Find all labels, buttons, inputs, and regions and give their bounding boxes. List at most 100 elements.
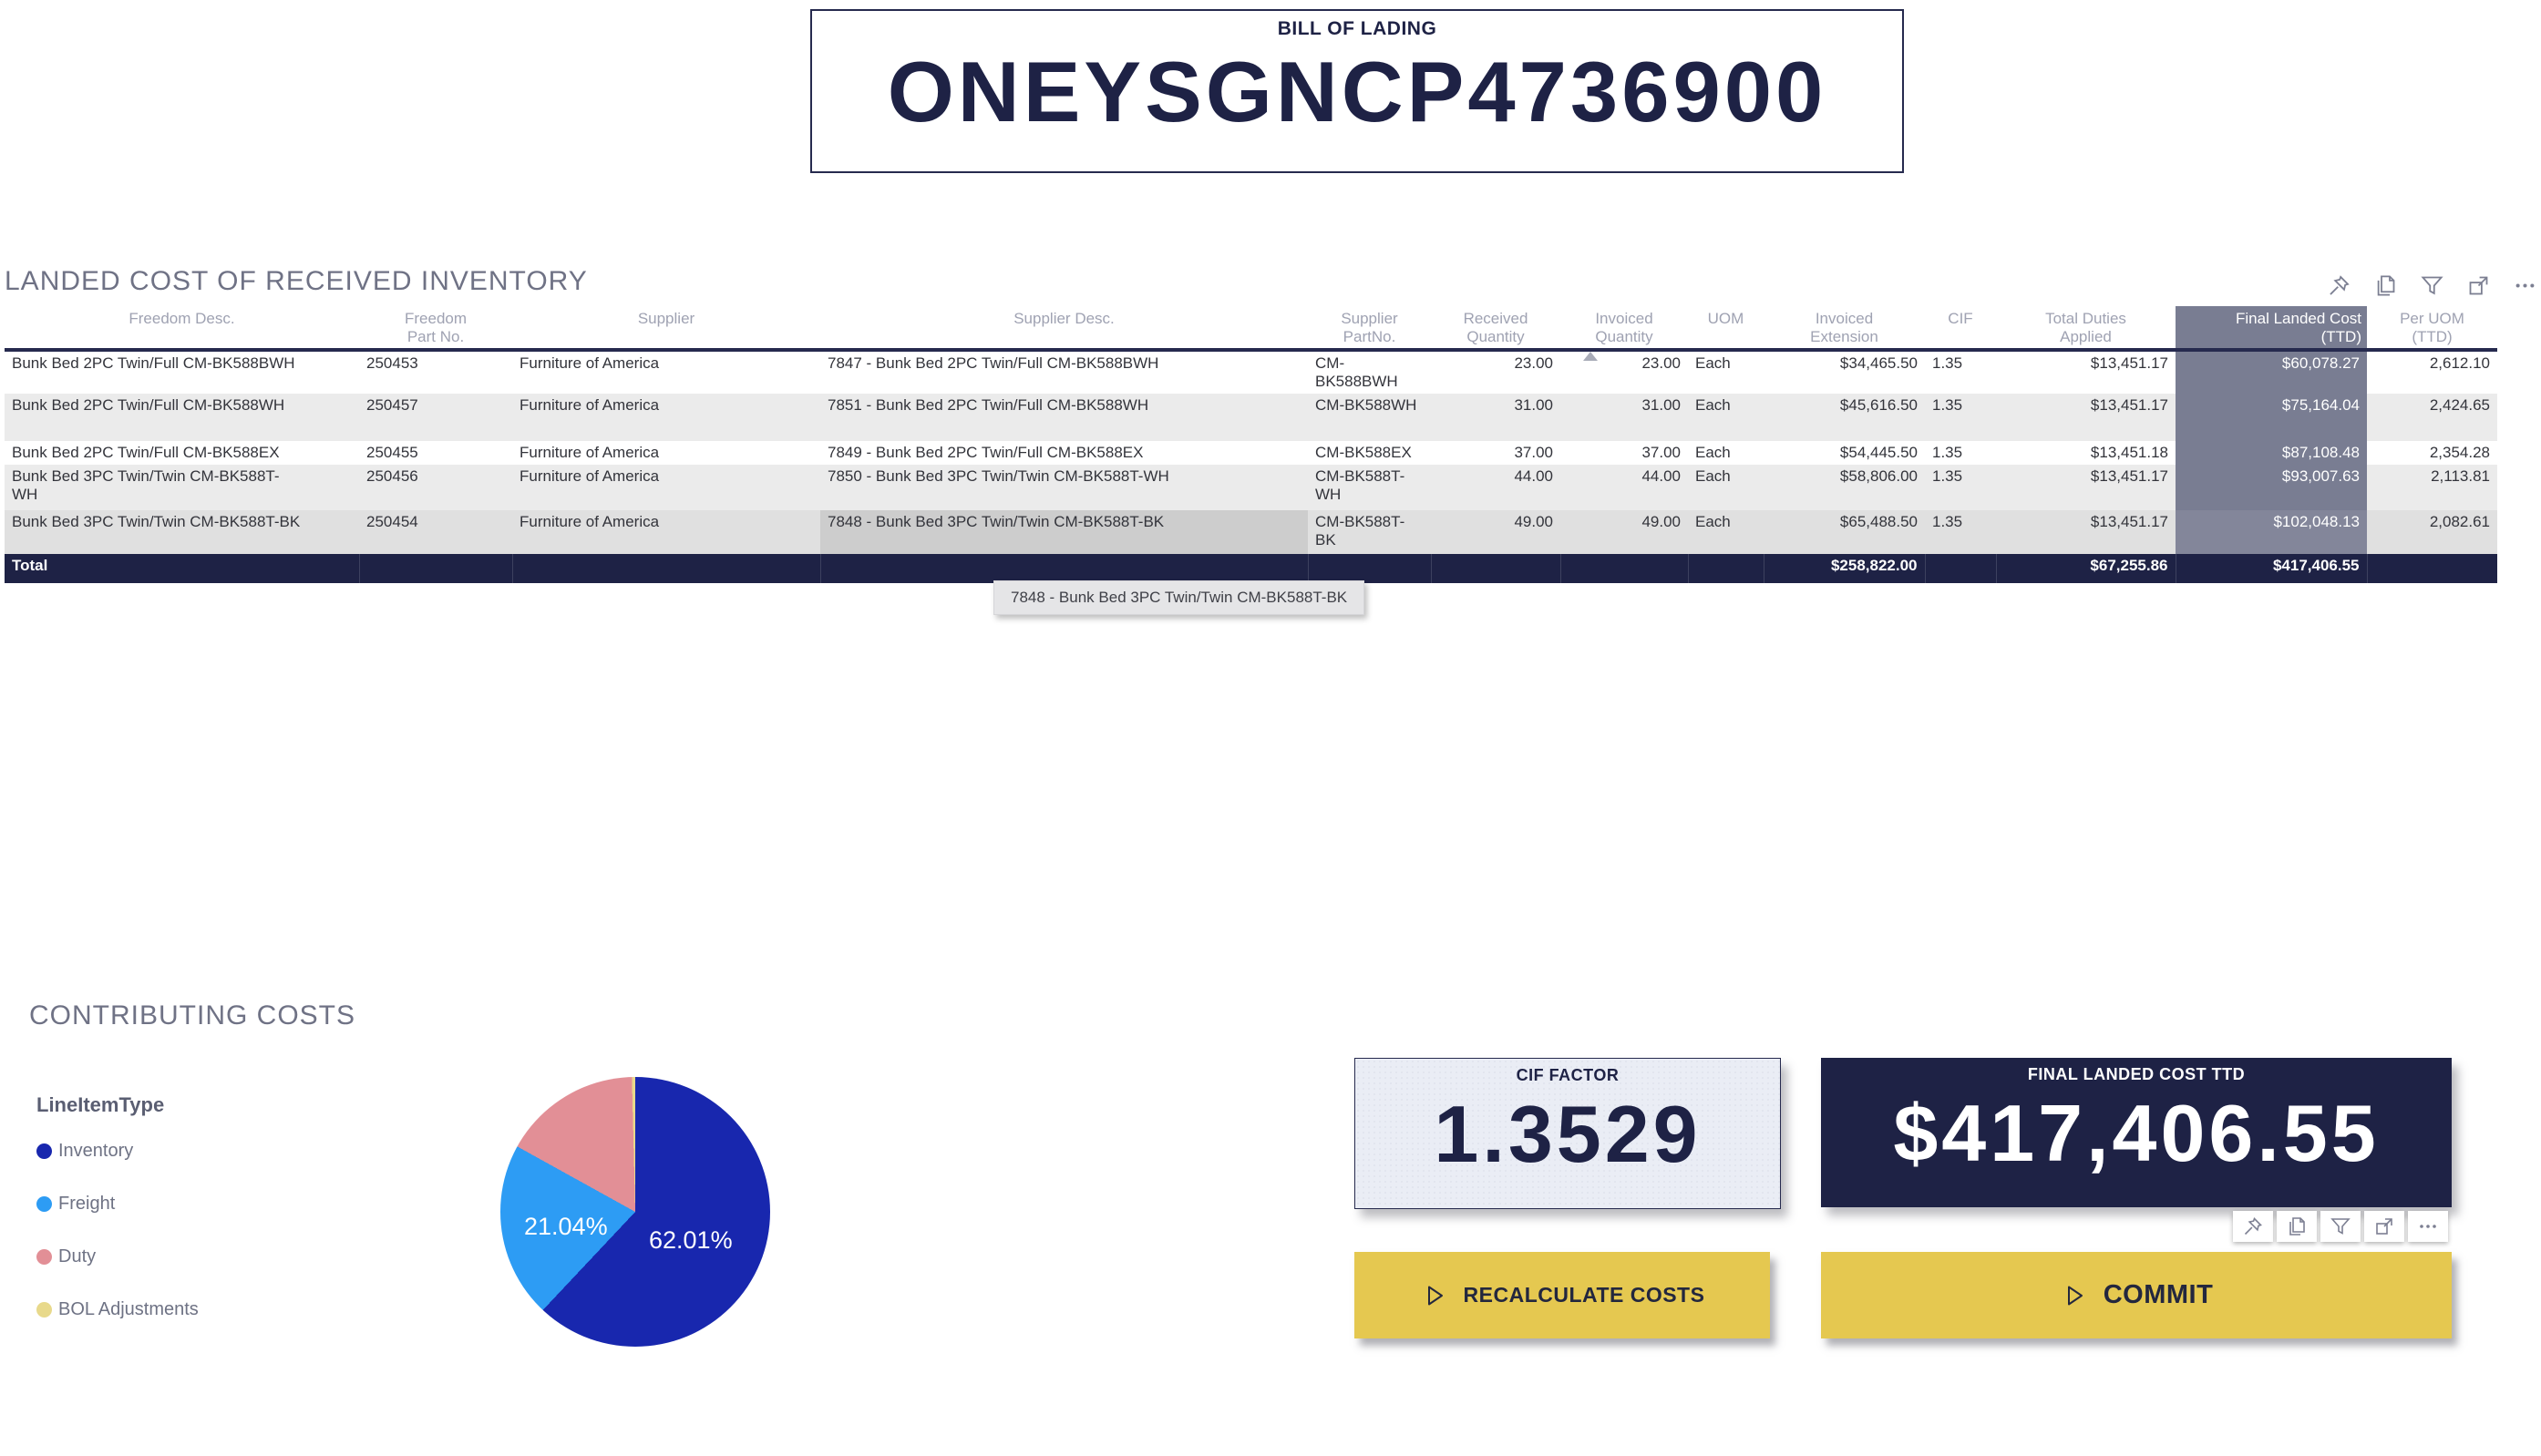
table-cell[interactable]: Each	[1695, 444, 1731, 461]
table-cell[interactable]: 1.35	[1925, 510, 1996, 554]
table-cell[interactable]: Bunk Bed 3PC Twin/Twin CM-BK588T-BK	[5, 510, 359, 554]
table-cell[interactable]: $87,108.48	[2176, 441, 2367, 465]
table-cell[interactable]: $13,451.17	[1996, 394, 2176, 441]
table-cell[interactable]: 2,354.28	[2429, 444, 2490, 461]
table-cell[interactable]: 31.00	[1560, 394, 1688, 441]
column-header-per-uom[interactable]: Per UOM (TTD)	[2367, 306, 2497, 352]
table-cell[interactable]: 1.35	[1932, 354, 1963, 372]
table-cell[interactable]: Furniture of America	[512, 465, 820, 510]
table-cell[interactable]: 23.00	[1641, 354, 1681, 372]
table-cell[interactable]: Furniture of America	[512, 394, 820, 441]
table-cell[interactable]: $75,164.04	[2176, 394, 2367, 441]
focus-mode-icon[interactable]	[2466, 273, 2491, 298]
table-cell[interactable]: 7850 - Bunk Bed 3PC Twin/Twin CM-BK588T-…	[820, 465, 1308, 510]
table-cell[interactable]: $58,806.00	[1764, 465, 1925, 510]
column-header-received-quantity[interactable]: Received Quantity	[1431, 306, 1560, 352]
table-cell[interactable]: CM-BK588T-BK	[1308, 510, 1431, 554]
table-cell[interactable]: Furniture of America	[512, 510, 820, 554]
column-header-supplier-desc[interactable]: Supplier Desc.	[820, 306, 1308, 352]
table-cell[interactable]: Each	[1695, 354, 1731, 372]
table-cell[interactable]: Each	[1688, 510, 1764, 554]
table-cell[interactable]: 2,424.65	[2367, 394, 2497, 441]
column-header-supplier-partno[interactable]: Supplier PartNo.	[1308, 306, 1431, 352]
table-cell[interactable]: 37.00	[1641, 444, 1681, 461]
table-cell[interactable]: $13,451.17	[1996, 510, 2176, 554]
table-cell[interactable]: 23.00	[1514, 354, 1553, 372]
table-row[interactable]: Bunk Bed 2PC Twin/Full CM-BK588EX 250455 F…	[5, 441, 2497, 465]
table-cell[interactable]: 2,612.10	[2429, 354, 2490, 372]
table-cell[interactable]: 1.35	[1925, 465, 1996, 510]
table-cell[interactable]: Furniture of America	[520, 354, 660, 372]
table-cell[interactable]: $60,078.27	[2176, 350, 2367, 394]
table-cell[interactable]: 31.00	[1431, 394, 1560, 441]
focus-mode-icon[interactable]	[2364, 1211, 2404, 1242]
table-cell[interactable]: 250453	[366, 354, 418, 372]
legend-item-inventory[interactable]: Inventory	[36, 1141, 199, 1162]
table-cell[interactable]: 250456	[359, 465, 512, 510]
table-cell[interactable]: CM-BK588EX	[1315, 444, 1412, 461]
pin-icon[interactable]	[2233, 1211, 2273, 1242]
table-cell[interactable]: 250457	[359, 394, 512, 441]
table-cell[interactable]: $13,451.17	[1996, 465, 2176, 510]
table-cell[interactable]: Bunk Bed 2PC Twin/Full CM-BK588WH	[5, 394, 359, 441]
table-cell[interactable]: 250455	[366, 444, 418, 461]
table-cell[interactable]: $13,451.17	[2090, 354, 2168, 372]
filter-icon[interactable]	[2320, 1211, 2361, 1242]
table-cell[interactable]: 250454	[359, 510, 512, 554]
table-cell[interactable]: CM-BK588BWH	[1315, 354, 1398, 390]
table-cell[interactable]: 49.00	[1560, 510, 1688, 554]
table-cell[interactable]: 7847 - Bunk Bed 2PC Twin/Full CM-BK588BW…	[828, 354, 1159, 372]
table-cell[interactable]: $102,048.13	[2176, 510, 2367, 554]
table-cell[interactable]: Each	[1688, 465, 1764, 510]
column-header-cif[interactable]: CIF	[1925, 306, 1996, 352]
legend-item-bol-adjustments[interactable]: BOL Adjustments	[36, 1299, 199, 1320]
table-cell[interactable]: $54,445.50	[1839, 444, 1918, 461]
table-row[interactable]: Bunk Bed 3PC Twin/Twin CM-BK588T-WH 25045…	[5, 465, 2497, 510]
table-row[interactable]: Bunk Bed 3PC Twin/Twin CM-BK588T-BK 25045…	[5, 510, 2497, 554]
table-cell[interactable]: $93,007.63	[2176, 465, 2367, 510]
contributing-costs-pie-chart[interactable]: 62.01% 21.04%	[500, 1077, 770, 1347]
table-cell[interactable]: 7851 - Bunk Bed 2PC Twin/Full CM-BK588WH	[820, 394, 1308, 441]
table-cell[interactable]: $45,616.50	[1764, 394, 1925, 441]
table-row[interactable]: Bunk Bed 2PC Twin/Full CM-BK588WH 250457 F…	[5, 394, 2497, 441]
table-cell[interactable]: 44.00	[1431, 465, 1560, 510]
column-header-final-landed-cost[interactable]: Final Landed Cost (TTD)	[2176, 306, 2367, 352]
legend-item-freight[interactable]: Freight	[36, 1194, 199, 1215]
more-options-icon[interactable]	[2408, 1211, 2448, 1242]
table-cell[interactable]: $13,451.18	[2090, 444, 2168, 461]
table-cell[interactable]: Bunk Bed 3PC Twin/Twin CM-BK588T-WH	[5, 465, 359, 510]
more-options-icon[interactable]	[2513, 273, 2537, 298]
column-header-freedom-part-no[interactable]: Freedom Part No.	[359, 306, 512, 352]
table-cell[interactable]: 7848 - Bunk Bed 3PC Twin/Twin CM-BK588T-…	[820, 510, 1308, 554]
table-cell[interactable]: $34,465.50	[1839, 354, 1918, 372]
column-header-total-duties[interactable]: Total Duties Applied	[1996, 306, 2176, 352]
table-cell[interactable]: $65,488.50	[1764, 510, 1925, 554]
commit-button[interactable]: COMMIT	[1821, 1252, 2452, 1338]
filter-icon[interactable]	[2420, 273, 2444, 298]
table-cell[interactable]: Each	[1688, 394, 1764, 441]
copy-icon[interactable]	[2373, 273, 2398, 298]
column-header-invoiced-quantity[interactable]: Invoiced Quantity	[1560, 306, 1688, 352]
column-header-invoiced-extension[interactable]: Invoiced Extension	[1764, 306, 1925, 352]
table-cell[interactable]: CM-BK588WH	[1308, 394, 1431, 441]
column-header-freedom-desc[interactable]: Freedom Desc.	[5, 306, 359, 352]
table-row[interactable]: Bunk Bed 2PC Twin/Full CM-BK588BWH 250453…	[5, 350, 2497, 394]
table-cell[interactable]: 44.00	[1560, 465, 1688, 510]
pin-icon[interactable]	[2327, 273, 2351, 298]
table-cell[interactable]: 1.35	[1932, 444, 1963, 461]
table-cell[interactable]: 2,082.61	[2367, 510, 2497, 554]
table-cell[interactable]: Bunk Bed 2PC Twin/Full CM-BK588EX	[12, 444, 280, 461]
column-header-uom[interactable]: UOM	[1688, 306, 1764, 352]
table-cell[interactable]: 49.00	[1431, 510, 1560, 554]
table-cell[interactable]: Bunk Bed 2PC Twin/Full CM-BK588BWH	[12, 354, 295, 372]
column-header-supplier[interactable]: Supplier	[512, 306, 820, 352]
table-cell[interactable]: 37.00	[1514, 444, 1553, 461]
copy-icon[interactable]	[2277, 1211, 2317, 1242]
table-cell[interactable]: Furniture of America	[520, 444, 660, 461]
table-cell[interactable]: 7849 - Bunk Bed 2PC Twin/Full CM-BK588EX	[828, 444, 1144, 461]
table-cell[interactable]: CM-BK588T-WH	[1308, 465, 1431, 510]
recalculate-costs-button[interactable]: RECALCULATE COSTS	[1354, 1252, 1770, 1338]
legend-item-duty[interactable]: Duty	[36, 1246, 199, 1267]
table-cell[interactable]: 1.35	[1925, 394, 1996, 441]
table-cell[interactable]: 2,113.81	[2367, 465, 2497, 510]
